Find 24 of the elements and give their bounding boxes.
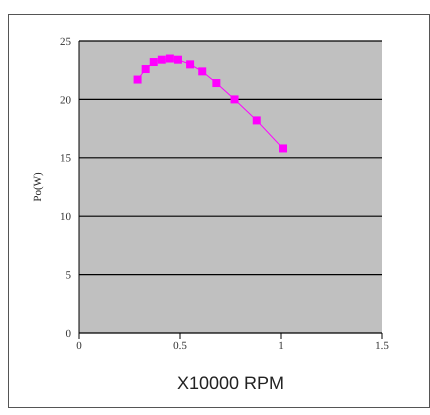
point — [174, 56, 182, 64]
y-tick-label: 5 — [66, 270, 72, 282]
y-tick-label: 10 — [60, 211, 72, 224]
point — [252, 116, 261, 124]
y-axis-title: Po(W) — [32, 172, 44, 202]
point — [166, 54, 174, 63]
point — [186, 60, 194, 68]
x-axis-title: X10000 RPM — [176, 373, 284, 393]
point — [142, 65, 150, 74]
x-tick-label: 1 — [278, 340, 284, 352]
point — [212, 79, 220, 88]
y-tick-label: 15 — [60, 152, 72, 165]
point — [230, 95, 239, 104]
point — [198, 67, 206, 76]
x-tick-label: 0 — [76, 340, 82, 352]
x-tick-label: 0.5 — [173, 340, 188, 352]
point — [279, 144, 288, 152]
x-tick-label: 1.5 — [375, 340, 390, 352]
point — [158, 56, 166, 64]
y-tick-label: 20 — [60, 94, 72, 106]
point — [150, 58, 158, 66]
y-tick-label: 0 — [66, 328, 72, 340]
y-tick-label: 25 — [60, 36, 72, 48]
point — [134, 76, 142, 84]
